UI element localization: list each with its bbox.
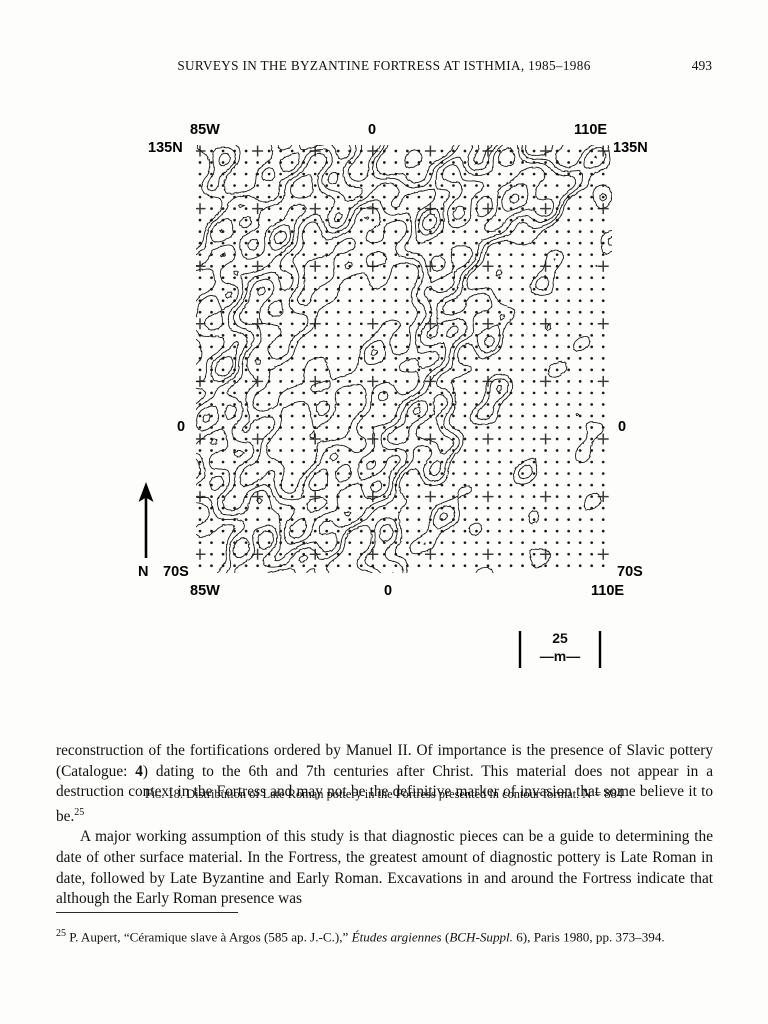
running-head: SURVEYS IN THE BYZANTINE FORTRESS AT IST… (0, 58, 768, 80)
figure-caption-text: Distribution of Late Roman pottery in th… (186, 787, 623, 801)
axis-label-left-135n: 135N (148, 140, 183, 156)
footnote-marker: 25 (56, 928, 66, 939)
scale-bar-ticks (518, 631, 602, 668)
scale-bar: 25 —m— (512, 628, 608, 674)
axis-label-top-85w: 85W (190, 122, 220, 138)
scale-bar-value: 25 (552, 630, 568, 646)
footnote-part-a: P. Aupert, “Céramique slave à Argos (585… (66, 929, 352, 945)
axis-label-bottom-0: 0 (384, 583, 393, 599)
body-text: reconstruction of the fortifications ord… (56, 741, 713, 910)
axis-label-right-0: 0 (618, 419, 627, 435)
footnote-block: 25 P. Aupert, “Céramique slave à Argos (… (56, 925, 713, 946)
figure-caption-label: Fig. 18. (145, 787, 184, 801)
north-arrow-icon (138, 482, 154, 558)
axis-label-left-0: 0 (177, 419, 186, 435)
contour-plot (196, 145, 612, 573)
footnote-25: 25 P. Aupert, “Céramique slave à Argos (… (56, 925, 713, 946)
axis-label-top-110e: 110E (574, 122, 608, 138)
axis-label-bottom-85w: 85W (190, 583, 220, 599)
footnote-italic-title: Études argiennes (351, 929, 442, 945)
footnote-italic-series: BCH-Suppl. (449, 929, 513, 945)
figure-18: 85W 0 110E 135N 135N 0 0 70S 70S 85W 0 1… (0, 110, 768, 801)
paragraph-1-part-b: ) dating to the 6th and 7th centuries af… (56, 762, 713, 825)
catalogue-number: 4 (135, 762, 143, 780)
north-label: N (138, 564, 149, 580)
contour-lines (196, 145, 612, 573)
axis-label-top-0: 0 (368, 122, 377, 138)
footnote-rule (56, 912, 238, 913)
footnote-part-c: 6), Paris 1980, pp. 373–394. (512, 929, 665, 945)
axis-label-bottom-110e: 110E (591, 583, 625, 599)
footnote-ref-25[interactable]: 25 (74, 806, 85, 818)
axis-label-left-70s: 70S (163, 564, 189, 580)
running-head-title: SURVEYS IN THE BYZANTINE FORTRESS AT IST… (177, 58, 591, 73)
page-number: 493 (691, 58, 712, 73)
paragraph-1-part-a: reconstruction of the fortifications ord… (56, 742, 713, 780)
axis-label-right-135n: 135N (613, 140, 648, 156)
footnote-part-b: ( (441, 929, 450, 945)
axis-label-right-70s: 70S (617, 564, 643, 580)
figure-caption: Fig. 18. Distribution of Late Roman pott… (56, 786, 712, 803)
scale-bar-unit: —m— (539, 648, 581, 664)
paragraph-1: reconstruction of the fortifications ord… (56, 741, 713, 827)
paragraph-2: A major working assumption of this study… (56, 828, 713, 908)
